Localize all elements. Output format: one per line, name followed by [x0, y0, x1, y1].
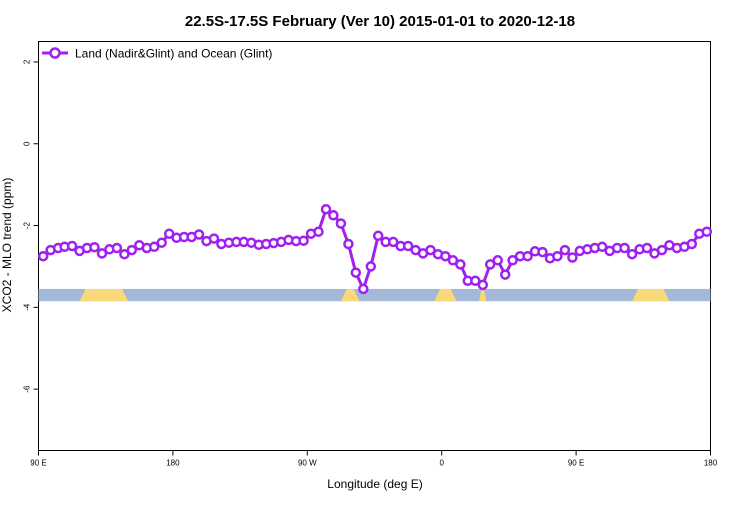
data-point	[686, 238, 698, 250]
chart-title: 22.5S-17.5S February (Ver 10) 2015-01-01…	[185, 13, 575, 30]
data-point	[111, 242, 123, 254]
data-point	[440, 250, 451, 262]
land-region	[632, 288, 670, 302]
data-point	[96, 248, 108, 259]
data-point	[387, 236, 399, 248]
data-point	[328, 210, 339, 221]
data-point	[626, 248, 638, 260]
land-region	[479, 288, 487, 302]
x-tick-label: 0	[439, 459, 444, 468]
data-point	[701, 226, 713, 237]
data-point	[313, 226, 324, 237]
data-point	[522, 250, 533, 262]
data-point	[507, 255, 518, 266]
data-point	[320, 203, 332, 215]
data-point	[596, 241, 608, 253]
data-point	[119, 248, 130, 260]
data-point	[148, 241, 160, 253]
data-point	[358, 283, 369, 295]
land-region	[434, 288, 457, 302]
data-point	[492, 255, 503, 266]
x-tick-label: 180	[166, 459, 180, 468]
data-point	[552, 250, 563, 262]
data-point	[455, 259, 466, 270]
data-point	[350, 267, 362, 278]
data-point	[470, 275, 481, 287]
y-tick-label: 2	[23, 59, 32, 64]
data-point	[477, 279, 489, 291]
data-point	[298, 235, 309, 246]
legend: Land (Nadir&Glint) and Ocean (Glint)	[42, 47, 272, 61]
data-point	[484, 259, 496, 270]
data-point	[567, 252, 578, 263]
land-region	[340, 288, 360, 302]
data-point	[365, 261, 377, 272]
data-point	[641, 242, 653, 254]
y-axis-label: XCO2 - MLO trend (ppm)	[0, 178, 14, 313]
y-tick-label: -2	[23, 221, 32, 229]
ocean-band	[38, 288, 711, 302]
data-point	[89, 241, 100, 253]
axes: 90 E 180 90 W 0 90 E 180 2 0 -2 -4 -6	[23, 59, 718, 467]
data-point	[193, 229, 205, 240]
y-tick-label: -6	[23, 385, 32, 393]
x-tick-label: 90 E	[30, 459, 46, 468]
data-point	[343, 238, 354, 250]
data-point	[447, 255, 459, 266]
data-point	[126, 244, 138, 256]
plot-frame	[38, 41, 711, 451]
data-point	[208, 233, 220, 244]
x-tick-label: 90 W	[298, 459, 317, 468]
data-point	[619, 242, 630, 254]
y-tick-label: -4	[23, 303, 32, 311]
data-point	[559, 244, 571, 256]
series-layer	[37, 203, 713, 295]
data-point	[156, 237, 167, 248]
y-tick-label: 0	[23, 141, 32, 146]
data-point	[537, 246, 548, 258]
data-point	[499, 269, 511, 280]
land-region	[79, 288, 129, 302]
data-point	[163, 228, 175, 239]
data-point	[335, 218, 347, 229]
x-axis-label: Longitude (deg E)	[327, 477, 422, 491]
landmask-strip	[38, 288, 711, 302]
data-point	[656, 244, 668, 256]
data-point	[425, 244, 436, 256]
data-point	[372, 230, 384, 242]
data-point	[37, 250, 49, 262]
x-tick-label: 180	[704, 459, 718, 468]
data-point	[402, 240, 414, 252]
legend-label: Land (Nadir&Glint) and Ocean (Glint)	[75, 47, 272, 61]
x-tick-label: 90 E	[568, 459, 584, 468]
legend-marker-swatch	[49, 47, 61, 59]
data-point	[66, 240, 78, 252]
